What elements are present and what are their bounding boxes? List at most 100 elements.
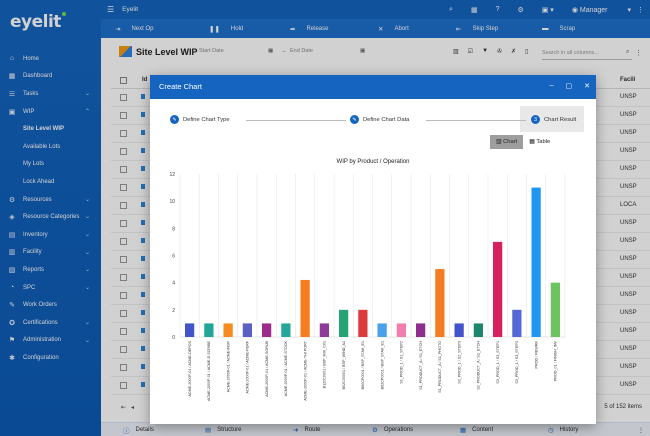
sidebar-item-work-orders[interactable]: ✎ Work Orders (0, 296, 101, 314)
chart-view-button[interactable]: ▥ Chart (490, 135, 524, 149)
sidebar-item-administration[interactable]: ⚑ Administration ⌄ (0, 332, 101, 350)
sidebar-item-home[interactable]: ⌂ Home (0, 50, 101, 68)
help-icon[interactable]: ? (495, 6, 500, 13)
end-date-field[interactable]: End Date (290, 48, 313, 54)
chart-bar[interactable] (281, 323, 291, 337)
sidebar-item-reports[interactable]: ▨ Reports ⌄ (0, 261, 101, 279)
app-logo[interactable]: eyelit (10, 12, 66, 32)
search-icon[interactable]: ⌕ (626, 49, 630, 55)
sidebar-item-facility[interactable]: ▥ Facility ⌄ (0, 244, 101, 262)
pager-nav[interactable]: ⇤ ◂ (121, 405, 135, 411)
start-date-field[interactable]: Start Date (199, 48, 224, 54)
row-checkbox[interactable] (120, 130, 127, 137)
chart-bar[interactable] (377, 323, 387, 337)
skip-step-button[interactable]: ⇤ Skip Step (456, 19, 498, 38)
table-view-button[interactable]: ▦ Table (523, 135, 557, 149)
sidebar-item-inventory[interactable]: ▤ Inventory ⌄ (0, 226, 101, 244)
checklist-icon[interactable]: ☑ (467, 49, 474, 55)
filter-icon[interactable]: ▼ (482, 48, 489, 54)
chart-bar[interactable] (493, 241, 503, 337)
chart-bar[interactable] (473, 323, 483, 337)
chart-bar[interactable] (416, 323, 426, 337)
chart-bar[interactable] (358, 309, 368, 337)
row-checkbox[interactable] (120, 202, 127, 209)
chart-bar[interactable] (531, 187, 541, 337)
next-op-button[interactable]: ⇥ Next Op (115, 19, 153, 38)
close-icon[interactable]: ✕ (584, 83, 590, 90)
grid-icon[interactable]: ▦ (470, 6, 478, 14)
row-checkbox[interactable] (120, 112, 127, 119)
search-icon[interactable]: ⌕ (449, 5, 453, 13)
menu-icon[interactable]: ☰ (107, 5, 115, 14)
more-icon[interactable]: ⋮ (637, 6, 644, 14)
tab-history[interactable]: ◷ History (548, 423, 578, 436)
chart-bar[interactable] (339, 309, 349, 337)
chart-icon[interactable]: ▥ (453, 49, 459, 55)
row-checkbox[interactable] (120, 148, 127, 155)
chart-bar[interactable] (204, 323, 214, 337)
chart-bar[interactable] (185, 323, 195, 337)
clear-filter-icon[interactable]: ✗ (511, 49, 517, 55)
sidebar-item-dashboard[interactable]: ▦ Dashboard (0, 68, 101, 86)
column-header-id[interactable]: Id (142, 77, 148, 83)
release-button[interactable]: ➦ Release (290, 19, 328, 38)
sidebar-item-tasks[interactable]: ☰ Tasks ⌄ (0, 85, 101, 103)
sidebar-item-certifications[interactable]: ✪ Certifications ⌄ (0, 314, 101, 332)
sidebar-item-site-level-wip[interactable]: Site Level WIP (0, 120, 101, 138)
step-chart-result[interactable]: 3 Chart Result (531, 115, 576, 124)
sidebar-item-available-lots[interactable]: Available Lots (0, 138, 101, 156)
tab-route[interactable]: ➜ Route (293, 423, 320, 436)
row-checkbox[interactable] (120, 220, 127, 227)
sidebar-item-resource-categories[interactable]: ◈ Resource Categories ⌄ (0, 208, 101, 226)
user-menu[interactable]: ◉ Manager ▾ (571, 6, 631, 14)
chart-bar[interactable] (396, 323, 406, 337)
pin-icon[interactable]: ✇ (497, 49, 503, 55)
step-define-chart-type[interactable]: ✎ Define Chart Type (170, 115, 230, 124)
sidebar-item-configuration[interactable]: ✱ Configuration (0, 349, 101, 367)
sidebar-item-spc[interactable]: ◔ SPC ⌄ (0, 279, 101, 297)
chart-bar[interactable] (223, 323, 233, 337)
row-checkbox[interactable] (120, 256, 127, 263)
chart-bar[interactable] (550, 282, 560, 337)
sidebar-item-resources[interactable]: ⚙ Resources ⌄ (0, 191, 101, 209)
row-checkbox[interactable] (120, 292, 127, 299)
row-checkbox[interactable] (120, 94, 127, 101)
tab-structure[interactable]: ▤ Structure (205, 423, 242, 436)
row-checkbox[interactable] (120, 346, 127, 353)
row-checkbox[interactable] (120, 364, 127, 371)
abort-button[interactable]: ✕ Abort (378, 19, 409, 38)
hold-button[interactable]: ❚❚ Hold (209, 19, 243, 38)
chart-bar[interactable] (435, 269, 445, 337)
scrap-button[interactable]: ▬ Scrap (542, 19, 575, 38)
row-checkbox[interactable] (120, 238, 127, 245)
chart-bar[interactable] (512, 309, 522, 337)
minimize-icon[interactable]: – (549, 82, 554, 89)
chart-bar[interactable] (242, 323, 252, 337)
step-define-chart-data[interactable]: ✎ Define Chart Data (350, 115, 409, 124)
row-checkbox[interactable] (120, 310, 127, 317)
sidebar-item-wip[interactable]: ▣ WIP ⌃ (0, 103, 101, 121)
row-checkbox[interactable] (120, 184, 127, 191)
column-header-facility[interactable]: Facili (620, 77, 636, 83)
calendar-icon[interactable]: ▦ (268, 48, 274, 54)
chart-bar[interactable] (262, 323, 272, 337)
more-icon[interactable]: ⋮ (635, 50, 642, 57)
sidebar-item-lock-ahead[interactable]: Lock Ahead (0, 173, 101, 191)
more-icon[interactable]: ⋮ (638, 427, 644, 434)
maximize-icon[interactable]: ▢ (565, 83, 573, 90)
settings-icon[interactable]: ⚙ (517, 6, 524, 14)
chart-bar[interactable] (300, 279, 310, 337)
tab-details[interactable]: ⓘ Details (123, 423, 154, 436)
tab-content[interactable]: ▦ Content (460, 423, 493, 436)
row-checkbox[interactable] (120, 382, 127, 389)
search-input[interactable]: Search in all columns... (542, 50, 599, 56)
sidebar-item-my-lots[interactable]: My Lots (0, 156, 101, 174)
briefcase-icon[interactable]: ▣ ▾ (541, 6, 554, 14)
row-checkbox[interactable] (120, 328, 127, 335)
tab-operations[interactable]: ⚙ Operations (372, 423, 413, 436)
columns-icon[interactable]: ▯ (525, 49, 529, 55)
row-checkbox[interactable] (120, 274, 127, 281)
calendar-icon[interactable]: ▦ (360, 48, 366, 54)
row-checkbox[interactable] (120, 166, 127, 173)
chart-bar[interactable] (319, 323, 329, 337)
